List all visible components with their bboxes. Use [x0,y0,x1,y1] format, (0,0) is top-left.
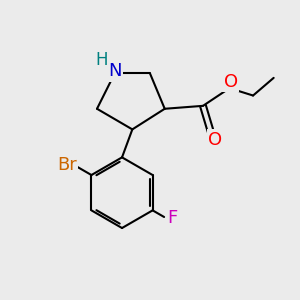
Text: F: F [167,209,178,227]
Text: H: H [95,51,108,69]
Text: N: N [108,62,122,80]
Text: O: O [208,131,222,149]
Text: O: O [224,73,238,91]
Text: Br: Br [57,157,77,175]
